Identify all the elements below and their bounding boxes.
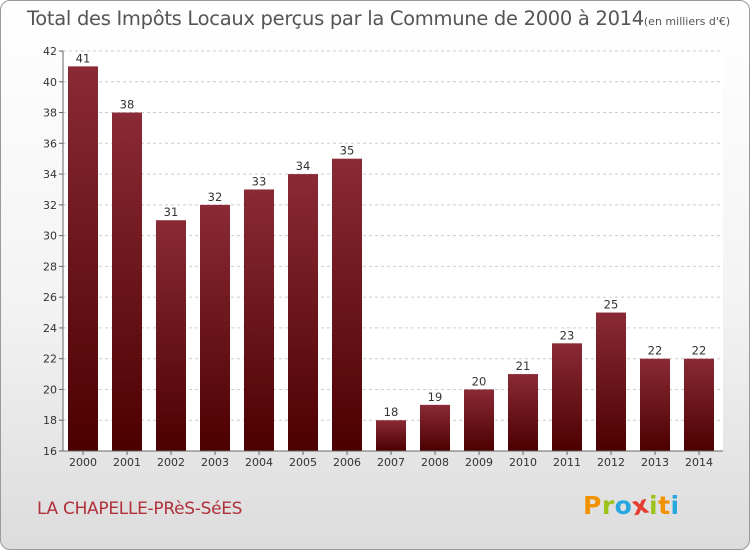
y-tick-label: 22 xyxy=(43,353,57,366)
title-unit: (en milliers d'€) xyxy=(643,15,731,28)
bar xyxy=(684,358,714,451)
y-tick-label: 28 xyxy=(43,260,57,273)
logo-letter: i xyxy=(670,491,680,520)
bar-value-label: 25 xyxy=(604,298,619,312)
y-tick-label: 18 xyxy=(43,414,57,427)
logo-letter: P xyxy=(583,491,602,520)
logo-letter: t xyxy=(658,491,671,520)
x-tick-label: 2013 xyxy=(641,456,669,469)
x-tick-label: 2009 xyxy=(465,456,493,469)
bar xyxy=(420,404,450,451)
y-tick-label: 36 xyxy=(43,137,57,150)
x-tick-label: 2006 xyxy=(333,456,361,469)
bar-value-label: 31 xyxy=(164,205,179,219)
y-tick-label: 30 xyxy=(43,230,57,243)
bar xyxy=(552,343,582,451)
y-tick-label: 42 xyxy=(43,45,57,58)
y-tick-label: 16 xyxy=(43,445,57,458)
bar xyxy=(596,312,626,451)
x-tick-label: 2002 xyxy=(157,456,185,469)
x-tick-label: 2000 xyxy=(69,456,97,469)
bar-value-label: 18 xyxy=(384,405,399,419)
y-tick-label: 32 xyxy=(43,199,57,212)
x-tick-label: 2010 xyxy=(509,456,537,469)
bar xyxy=(156,220,186,451)
bar-value-label: 32 xyxy=(208,190,223,204)
bar xyxy=(200,204,230,451)
bar xyxy=(244,189,274,451)
commune-name: LA CHAPELLE-PRèS-SéES xyxy=(37,499,243,519)
bar-value-label: 20 xyxy=(472,374,487,388)
y-tick-label: 38 xyxy=(43,107,57,120)
logo-letter: r xyxy=(601,491,615,520)
x-tick-label: 2003 xyxy=(201,456,229,469)
bar-value-label: 41 xyxy=(76,51,91,65)
y-tick-label: 34 xyxy=(43,168,57,181)
bar xyxy=(508,374,538,451)
logo-letter: i xyxy=(649,491,659,520)
x-tick-label: 2007 xyxy=(377,456,405,469)
y-tick-label: 24 xyxy=(43,322,57,335)
chart-title: Total des Impôts Locaux perçus par la Co… xyxy=(27,7,730,30)
bar xyxy=(112,112,142,452)
logo-letter: o xyxy=(614,491,633,520)
x-tick-label: 2008 xyxy=(421,456,449,469)
bar xyxy=(288,174,318,452)
bar xyxy=(376,420,406,451)
y-tick-label: 20 xyxy=(43,383,57,396)
bar xyxy=(464,389,494,451)
proxiti-logo: Proxiti xyxy=(583,490,680,522)
x-tick-label: 2011 xyxy=(553,456,581,469)
bar-value-label: 35 xyxy=(340,144,355,158)
bar-value-label: 22 xyxy=(648,344,663,358)
y-tick-label: 40 xyxy=(43,76,57,89)
title-text: Total des Impôts Locaux perçus par la Co… xyxy=(27,7,644,30)
x-tick-label: 2004 xyxy=(245,456,273,469)
bar-value-label: 23 xyxy=(560,328,575,342)
bar xyxy=(68,66,98,451)
bar-value-label: 22 xyxy=(692,344,707,358)
y-tick-label: 26 xyxy=(43,291,57,304)
bar xyxy=(640,358,670,451)
bar-value-label: 19 xyxy=(428,390,443,404)
bar-value-label: 21 xyxy=(516,359,531,373)
bar-value-label: 33 xyxy=(252,174,267,188)
x-tick-label: 2014 xyxy=(685,456,713,469)
x-tick-label: 2001 xyxy=(113,456,141,469)
x-tick-label: 2005 xyxy=(289,456,317,469)
x-tick-label: 2012 xyxy=(597,456,625,469)
bar xyxy=(332,158,362,451)
bar-value-label: 38 xyxy=(120,98,135,112)
bar-value-label: 34 xyxy=(296,159,311,173)
